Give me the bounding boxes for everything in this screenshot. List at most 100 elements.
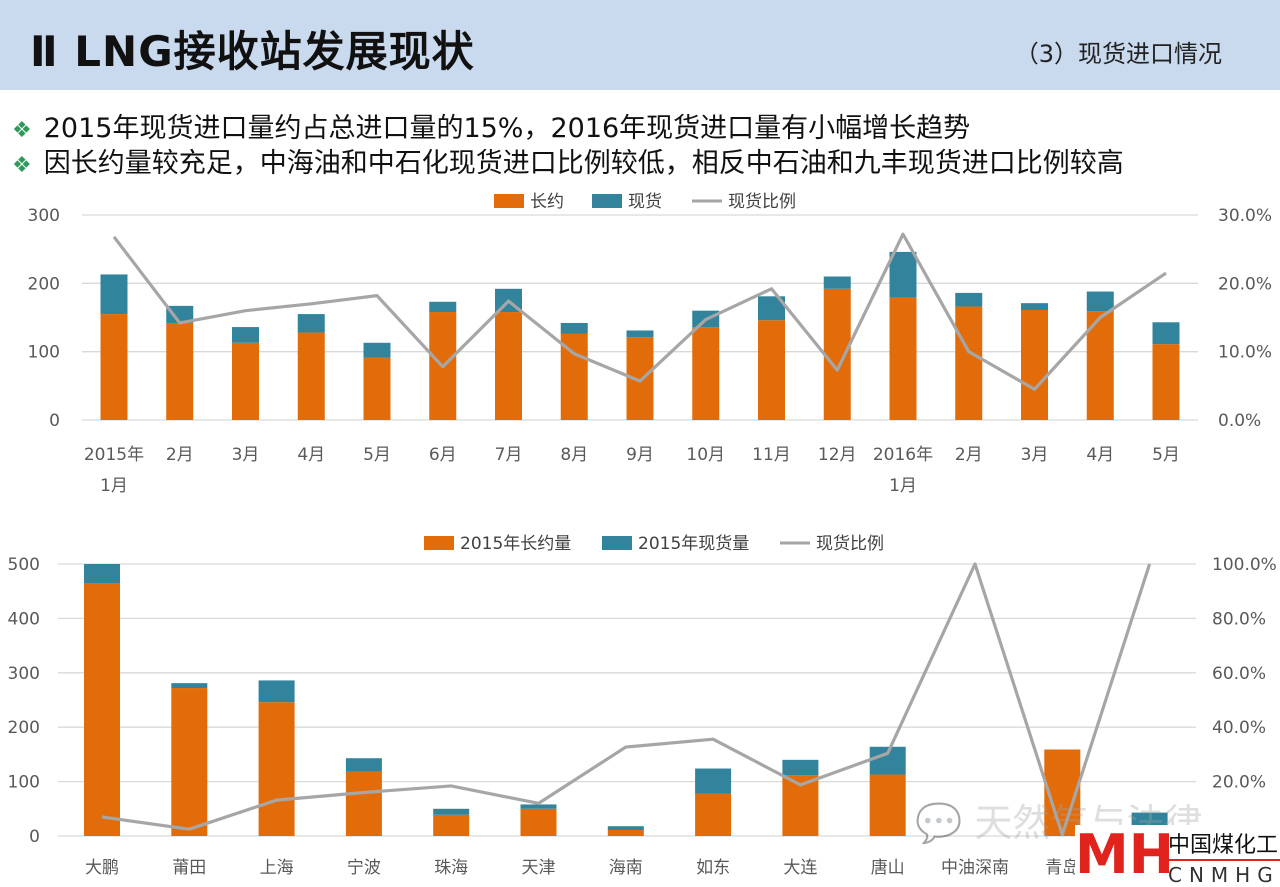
- logo-name-en: CNMHG: [1168, 859, 1280, 887]
- x-tick-label: 海南: [609, 858, 643, 878]
- bar-long: [346, 772, 382, 836]
- x-tick-label: 1月: [100, 476, 128, 496]
- bar-spot: [695, 769, 731, 794]
- logo-mark: MH: [1075, 825, 1174, 885]
- bar-long: [232, 343, 259, 420]
- bar-long: [166, 323, 193, 420]
- y-tick-label: 400: [8, 609, 40, 629]
- y2-tick-label: 100.0%: [1212, 555, 1277, 575]
- bar-long: [824, 289, 851, 420]
- x-tick-label: 2月: [166, 445, 194, 465]
- legend-label: 现货: [628, 192, 662, 212]
- bar-spot: [824, 277, 851, 289]
- x-tick-label: 6月: [429, 445, 457, 465]
- x-tick-label: 中油深南: [941, 858, 1009, 878]
- x-tick-label: 5月: [1152, 445, 1180, 465]
- x-tick-label: 11月: [752, 445, 791, 465]
- bar-spot: [561, 323, 588, 334]
- x-tick-label: 大连: [783, 858, 817, 878]
- bar-spot: [101, 274, 128, 314]
- cnmhg-logo: MH 中国煤化工 CNMHG: [1075, 825, 1280, 886]
- legend-swatch: [592, 194, 622, 208]
- bar-long: [433, 815, 469, 836]
- bar-long: [1021, 310, 1048, 420]
- x-tick-label: 3月: [232, 445, 260, 465]
- x-tick-label: 唐山: [871, 857, 905, 878]
- x-tick-label: 5月: [363, 445, 391, 465]
- y-tick-label: 100: [28, 343, 60, 363]
- x-tick-label: 4月: [297, 445, 325, 465]
- y2-tick-label: 0.0%: [1218, 411, 1261, 431]
- bar-spot: [346, 758, 382, 772]
- bar-spot: [429, 302, 456, 312]
- bar-spot: [433, 809, 469, 815]
- bar-long: [84, 583, 120, 836]
- bar-long: [259, 702, 295, 836]
- bar-long: [695, 794, 731, 836]
- x-tick-label: 天津: [522, 858, 556, 878]
- bar-spot: [1153, 322, 1180, 344]
- legend-swatch: [494, 194, 524, 208]
- legend-label: 现货比例: [728, 192, 796, 212]
- bar-spot: [364, 343, 391, 358]
- bar-spot: [298, 314, 325, 332]
- y-tick-label: 0: [49, 411, 60, 431]
- bar-long: [298, 333, 325, 420]
- bar-spot: [84, 564, 120, 583]
- y2-tick-label: 60.0%: [1212, 664, 1266, 684]
- y2-tick-label: 20.0%: [1212, 773, 1266, 793]
- bar-spot: [608, 826, 644, 830]
- x-tick-label: 大鹏: [85, 858, 119, 878]
- x-tick-label: 7月: [495, 445, 523, 465]
- x-tick-label: 2016年: [873, 445, 933, 465]
- bar-spot: [627, 330, 654, 337]
- x-tick-label: 2015年: [84, 445, 144, 465]
- y-tick-label: 200: [28, 274, 60, 294]
- x-tick-label: 珠海: [434, 858, 468, 878]
- x-tick-label: 莆田: [172, 858, 206, 878]
- legend-swatch: [424, 536, 454, 550]
- y-tick-label: 0: [29, 827, 40, 847]
- bar-spot: [955, 293, 982, 307]
- bar-long: [1153, 344, 1180, 420]
- x-tick-label: 4月: [1086, 445, 1114, 465]
- y-tick-label: 100: [8, 773, 40, 793]
- legend-label: 现货比例: [816, 534, 884, 554]
- bar-spot: [259, 680, 295, 702]
- bar-spot: [782, 760, 818, 775]
- bar-spot: [890, 252, 917, 298]
- x-tick-label: 如东: [696, 858, 730, 878]
- legend-swatch: [602, 536, 632, 550]
- legend-label: 2015年现货量: [638, 534, 749, 554]
- x-tick-label: 2月: [955, 445, 983, 465]
- bar-long: [870, 775, 906, 836]
- bar-spot: [521, 804, 557, 808]
- y-tick-label: 500: [8, 555, 40, 575]
- y2-tick-label: 30.0%: [1218, 206, 1272, 226]
- x-tick-label: 10月: [686, 445, 725, 465]
- y-tick-label: 200: [8, 718, 40, 738]
- bar-long: [495, 312, 522, 420]
- x-tick-label: 3月: [1021, 445, 1049, 465]
- bar-long: [364, 358, 391, 420]
- y-tick-label: 300: [8, 664, 40, 684]
- y2-tick-label: 20.0%: [1218, 274, 1272, 294]
- bar-spot: [1021, 303, 1048, 310]
- bar-long: [608, 830, 644, 836]
- legend-label: 2015年长约量: [460, 534, 571, 554]
- legend-label: 长约: [530, 192, 564, 212]
- x-tick-label: 8月: [560, 445, 588, 465]
- bar-long: [890, 298, 917, 420]
- y2-tick-label: 10.0%: [1218, 343, 1272, 363]
- bar-spot: [171, 683, 207, 688]
- bar-long: [101, 314, 128, 420]
- x-tick-label: 12月: [818, 445, 857, 465]
- logo-name-cn: 中国煤化工: [1168, 827, 1278, 859]
- x-tick-label: 上海: [260, 858, 294, 878]
- bar-long: [171, 688, 207, 836]
- bar-long: [692, 327, 719, 420]
- x-tick-label: 1月: [889, 476, 917, 496]
- bar-long: [758, 320, 785, 420]
- y2-tick-label: 40.0%: [1212, 718, 1266, 738]
